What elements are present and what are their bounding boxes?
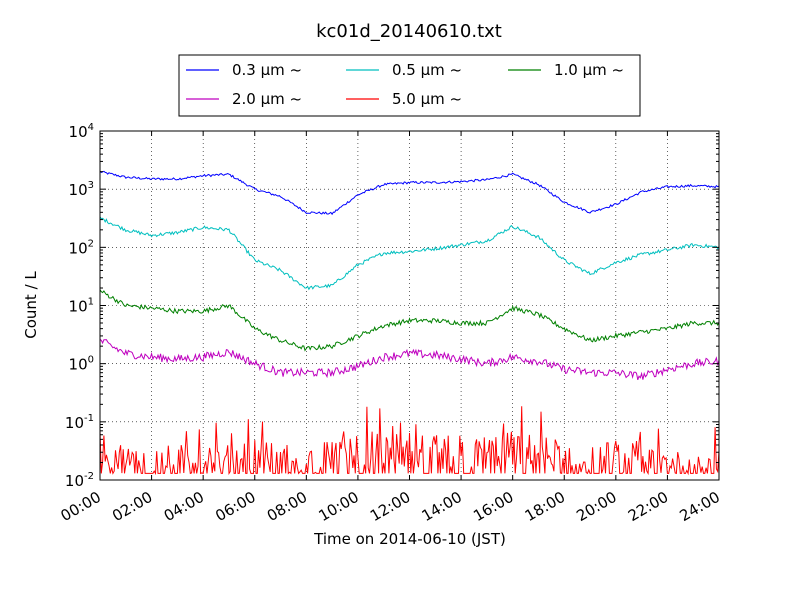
plot-background — [100, 131, 719, 480]
plot-area — [99, 130, 720, 481]
x-tick-label: 06:00 — [212, 488, 258, 525]
legend-label: 2.0 μm ~ — [232, 90, 302, 108]
legend-label: 0.3 μm ~ — [232, 61, 302, 79]
y-tick-label: 101 — [69, 297, 94, 316]
chart-title: kc01d_20140610.txt — [316, 21, 502, 42]
y-tick-label: 102 — [69, 238, 94, 257]
legend-label: 1.0 μm ~ — [554, 61, 624, 79]
legend-box — [178, 54, 641, 117]
x-tick-label: 22:00 — [625, 488, 671, 525]
y-tick-label: 104 — [69, 122, 94, 141]
series-line — [99, 216, 720, 291]
legend-label: 5.0 μm ~ — [392, 90, 462, 108]
series-line — [99, 170, 720, 216]
y-tick-label: 103 — [69, 180, 94, 199]
x-tick-label: 04:00 — [161, 488, 207, 525]
series-line — [99, 338, 720, 381]
series-line — [99, 289, 720, 352]
x-tick-label: 24:00 — [677, 488, 723, 525]
series-lines — [99, 170, 720, 476]
x-tick-label: 14:00 — [419, 488, 465, 525]
y-tick-label: 10-1 — [65, 413, 94, 432]
x-tick-label: 18:00 — [522, 488, 568, 525]
axis-ticks — [99, 130, 720, 481]
x-axis-label: Time on 2014-06-10 (JST) — [313, 530, 506, 548]
x-tick-label: 20:00 — [573, 488, 619, 525]
series-line — [99, 406, 720, 476]
x-tick-labels: 00:00 02:00 04:00 06:00 08:00 10:00 12:00 14:00… — [58, 488, 723, 525]
x-tick-label: 08:00 — [264, 488, 310, 525]
legend: 0.3 μm ~ 0.5 μm ~ 1.0 μm ~ 2.0 μm ~ 5.0 μm ~ — [178, 54, 641, 117]
legend-label: 0.5 μm ~ — [392, 61, 462, 79]
y-tick-labels: 10-2 10-1 100 101 102 103 104 — [65, 122, 94, 490]
y-tick-label: 10-2 — [65, 471, 94, 490]
x-tick-label: 12:00 — [367, 488, 413, 525]
x-tick-label: 16:00 — [470, 488, 516, 525]
y-tick-label: 100 — [69, 355, 94, 374]
x-tick-label: 10:00 — [315, 488, 361, 525]
y-axis-label: Count / L — [22, 271, 40, 339]
x-tick-label: 00:00 — [58, 488, 104, 525]
x-tick-label: 02:00 — [109, 488, 155, 525]
